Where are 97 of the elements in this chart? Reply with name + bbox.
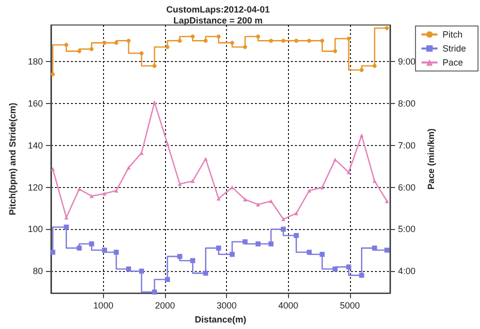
point xyxy=(333,49,338,54)
x-axis-title: Distance(m) xyxy=(194,314,246,324)
x-tick-label: 3000 xyxy=(216,300,237,311)
point xyxy=(384,26,389,30)
legend-label: Stride xyxy=(442,44,466,54)
point xyxy=(203,270,208,276)
point xyxy=(372,64,377,68)
point xyxy=(256,241,261,246)
point xyxy=(77,49,82,54)
point xyxy=(126,266,132,272)
point xyxy=(152,64,156,68)
point xyxy=(280,226,286,232)
y2-tick-label: 7:00 xyxy=(398,140,416,150)
point xyxy=(204,156,208,161)
point xyxy=(50,250,56,255)
point xyxy=(152,290,157,295)
point xyxy=(243,197,248,202)
point xyxy=(50,72,55,76)
point xyxy=(294,233,299,238)
point xyxy=(140,150,144,155)
point xyxy=(64,224,69,230)
point xyxy=(307,38,312,43)
point xyxy=(178,182,182,186)
point xyxy=(216,34,221,39)
point xyxy=(320,38,324,43)
y2-axis-title: Pace (min/km) xyxy=(426,128,436,190)
point xyxy=(294,38,298,43)
point xyxy=(190,179,195,184)
y-tick-label: 80 xyxy=(32,266,43,276)
point xyxy=(126,38,131,43)
point xyxy=(216,246,222,251)
point xyxy=(242,239,248,244)
point xyxy=(190,258,196,264)
x-tick-label: 2000 xyxy=(154,300,175,311)
chart-title: CustomLaps:2012-04-01 xyxy=(166,4,270,14)
point xyxy=(360,133,364,138)
y2-tick-label: 4:00 xyxy=(398,266,416,276)
point xyxy=(50,166,55,171)
x-tick-label: 1000 xyxy=(93,300,114,311)
point xyxy=(140,51,144,56)
point xyxy=(114,188,118,193)
point xyxy=(204,38,208,43)
y2-tick-label: 9:00 xyxy=(398,56,416,67)
y-tick-label: 120 xyxy=(28,182,43,192)
point xyxy=(89,241,94,246)
x-tick-label: 5000 xyxy=(340,300,360,311)
point xyxy=(281,38,286,43)
point xyxy=(346,264,352,270)
point xyxy=(77,187,82,191)
point xyxy=(268,241,274,246)
x-tick-label: 4000 xyxy=(278,300,298,311)
y2-tick-label: 5:00 xyxy=(398,224,416,234)
point xyxy=(165,142,170,146)
point xyxy=(384,248,390,253)
point xyxy=(359,272,364,278)
legend-label: Pitch xyxy=(442,30,463,40)
point xyxy=(294,211,298,216)
point xyxy=(114,40,118,45)
point xyxy=(332,266,338,272)
point xyxy=(269,38,274,43)
y2-tick-label: 6:00 xyxy=(398,182,416,192)
point xyxy=(114,250,119,255)
y2-tick-label: 8:00 xyxy=(398,98,416,109)
y-tick-label: 180 xyxy=(28,56,43,67)
point xyxy=(165,44,170,49)
legend-label: Pace xyxy=(442,58,464,68)
point xyxy=(178,38,182,43)
point xyxy=(360,68,364,72)
point xyxy=(102,248,108,253)
point xyxy=(139,268,144,274)
point xyxy=(230,40,234,45)
point xyxy=(76,246,82,251)
point xyxy=(102,192,107,196)
y-tick-label: 160 xyxy=(28,98,43,109)
point xyxy=(269,199,274,204)
point xyxy=(177,254,182,259)
point xyxy=(306,250,312,255)
point xyxy=(90,47,94,52)
point xyxy=(190,34,195,39)
y-tick-label: 100 xyxy=(28,224,43,234)
chart-subtitle: LapDistance = 200 m xyxy=(173,16,263,26)
point xyxy=(346,36,351,41)
point xyxy=(64,42,68,47)
point xyxy=(230,252,235,257)
point xyxy=(152,100,156,104)
y-tick-label: 140 xyxy=(28,140,43,150)
point xyxy=(320,185,324,190)
point xyxy=(320,252,325,257)
point xyxy=(243,44,248,49)
point xyxy=(372,179,377,184)
point xyxy=(256,34,260,39)
point xyxy=(372,246,378,251)
y-axis-title: Pitch(bpm) and Stride(cm) xyxy=(8,102,18,216)
point xyxy=(307,188,312,193)
point xyxy=(164,276,170,282)
point xyxy=(102,40,107,45)
point xyxy=(256,202,260,206)
